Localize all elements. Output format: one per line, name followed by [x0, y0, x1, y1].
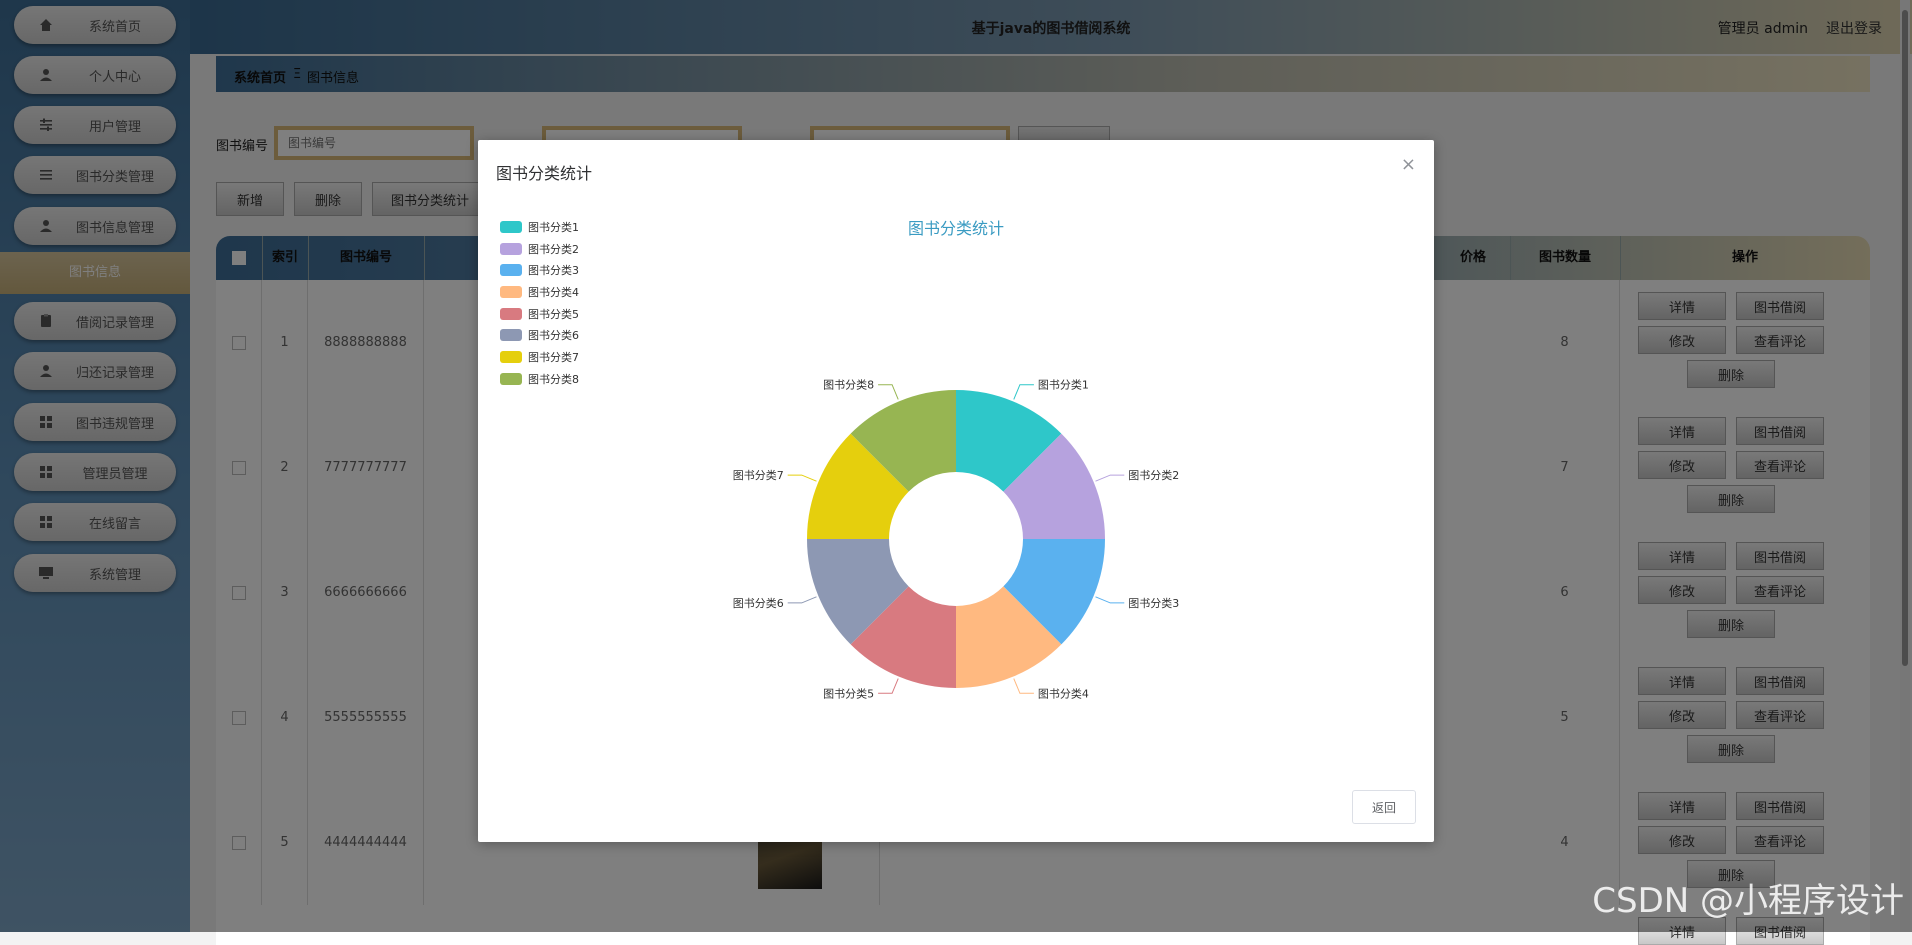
- pie-label-line: [1013, 678, 1034, 694]
- pie-label: 图书分类2: [1128, 468, 1179, 482]
- legend-item[interactable]: 图书分类3: [500, 259, 579, 281]
- pie-label: 图书分类4: [1038, 686, 1089, 700]
- pie-slice[interactable]: [807, 539, 909, 645]
- pie-slice[interactable]: [956, 586, 1062, 688]
- legend-item[interactable]: 图书分类2: [500, 238, 579, 260]
- legend-label: 图书分类7: [528, 350, 579, 364]
- pie-slice[interactable]: [850, 390, 956, 492]
- legend-swatch: [500, 372, 522, 385]
- legend-swatch: [500, 329, 522, 342]
- legend-swatch: [500, 350, 522, 363]
- pie-label: 图书分类7: [733, 468, 784, 482]
- legend-label: 图书分类1: [528, 220, 579, 234]
- legend-item[interactable]: 图书分类5: [500, 303, 579, 325]
- pie-label-line: [1095, 596, 1125, 604]
- legend-item[interactable]: 图书分类1: [500, 216, 579, 238]
- legend-label: 图书分类2: [528, 242, 579, 256]
- chart-title: 图书分类统计: [907, 219, 1004, 238]
- legend-label: 图书分类6: [528, 329, 579, 343]
- pie-label-line: [787, 596, 817, 604]
- pie-label: 图书分类6: [733, 596, 784, 610]
- pie-label: 图书分类5: [823, 686, 874, 700]
- pie-label: 图书分类8: [823, 378, 874, 392]
- legend-label: 图书分类8: [528, 372, 579, 386]
- pie-slice[interactable]: [807, 433, 909, 539]
- pie-slice[interactable]: [850, 586, 956, 688]
- close-icon[interactable]: ×: [1400, 154, 1416, 175]
- pie-label-line: [1095, 474, 1125, 482]
- modal-title: 图书分类统计: [496, 164, 593, 183]
- pie-label-line: [878, 678, 899, 694]
- pie-label-line: [787, 474, 817, 482]
- pie-label: 图书分类1: [1038, 378, 1089, 392]
- stats-modal: 图书分类统计 × 图书分类统计 图书分类1 图书分类2 图书分类3 图书分类4 图书分类…: [478, 140, 1434, 842]
- legend-item[interactable]: 图书分类6: [500, 324, 579, 346]
- legend-label: 图书分类5: [528, 307, 579, 321]
- watermark: CSDN @小程序设计: [1592, 881, 1904, 921]
- legend-item[interactable]: 图书分类7: [500, 346, 579, 368]
- chart-legend: 图书分类1 图书分类2 图书分类3 图书分类4 图书分类5 图书分类6 图书分类7 图书分类8: [500, 216, 579, 390]
- pie-slice[interactable]: [1003, 433, 1105, 539]
- legend-item[interactable]: 图书分类4: [500, 281, 579, 303]
- pie-chart: 图书分类1 图书分类2 图书分类3 图书分类4 图书分类5 图书分类6 图书分类7 图书分类8: [733, 378, 1180, 701]
- legend-label: 图书分类4: [528, 285, 579, 299]
- legend-swatch: [500, 264, 522, 277]
- pie-label-line: [1013, 384, 1034, 400]
- legend-item[interactable]: 图书分类8: [500, 368, 579, 390]
- legend-swatch: [500, 285, 522, 298]
- return-button[interactable]: 返回: [1352, 790, 1416, 824]
- legend-label: 图书分类3: [528, 264, 579, 278]
- legend-swatch: [500, 220, 522, 233]
- legend-swatch: [500, 307, 522, 320]
- pie-slice[interactable]: [1003, 539, 1105, 645]
- pie-slice[interactable]: [956, 390, 1062, 492]
- pie-label: 图书分类3: [1128, 596, 1179, 610]
- legend-swatch: [500, 242, 522, 255]
- pie-label-line: [878, 384, 899, 400]
